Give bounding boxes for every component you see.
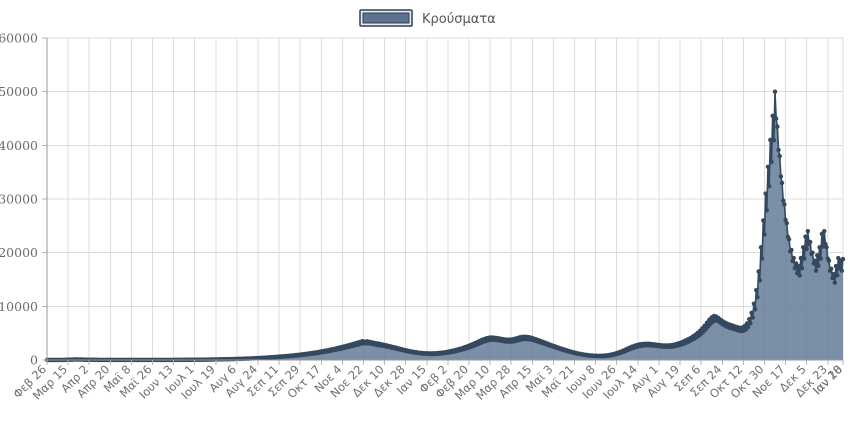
series-data-point[interactable] bbox=[804, 246, 809, 252]
series-data-point[interactable] bbox=[822, 229, 827, 234]
series-data-point[interactable] bbox=[826, 258, 832, 263]
series-data-point[interactable] bbox=[764, 208, 769, 213]
series-data-point[interactable] bbox=[750, 315, 755, 320]
series-data-point[interactable] bbox=[784, 220, 789, 226]
series-data-point[interactable] bbox=[768, 137, 773, 143]
series-data-point[interactable] bbox=[757, 278, 762, 283]
series-data-point[interactable] bbox=[833, 263, 839, 269]
series-data-point[interactable] bbox=[789, 247, 794, 253]
series-data-point[interactable] bbox=[779, 180, 785, 186]
series-data-point[interactable] bbox=[749, 310, 754, 315]
series-data-point[interactable] bbox=[748, 321, 753, 326]
series-data-point[interactable] bbox=[775, 124, 780, 129]
series-data-point[interactable] bbox=[810, 250, 815, 255]
series-data-point[interactable] bbox=[755, 295, 760, 300]
series-data-point[interactable] bbox=[778, 174, 784, 179]
series-data-point[interactable] bbox=[792, 266, 798, 271]
y-tick-label: 50000 bbox=[0, 84, 38, 99]
series-data-point[interactable] bbox=[829, 266, 834, 271]
series-data-point[interactable] bbox=[752, 307, 758, 312]
series-data-point[interactable] bbox=[765, 164, 771, 169]
series-data-point[interactable] bbox=[834, 273, 840, 278]
series-data-point[interactable] bbox=[831, 271, 836, 277]
y-tick-label: 0 bbox=[30, 353, 38, 368]
y-tick-label: 30000 bbox=[0, 192, 38, 207]
series-data-point[interactable] bbox=[816, 263, 821, 269]
series-data-point[interactable] bbox=[763, 191, 768, 196]
series-data-point[interactable] bbox=[781, 198, 786, 203]
series-data-point[interactable] bbox=[797, 273, 802, 278]
series-data-point[interactable] bbox=[798, 255, 803, 261]
series-data-point[interactable] bbox=[802, 256, 807, 261]
series-area-fill bbox=[47, 91, 843, 361]
series-data-point[interactable] bbox=[744, 321, 750, 326]
series-data-point[interactable] bbox=[830, 275, 835, 281]
series-data-point[interactable] bbox=[771, 138, 777, 143]
series-data-point[interactable] bbox=[805, 229, 811, 234]
series-data-point[interactable] bbox=[745, 324, 751, 330]
series-data-point[interactable] bbox=[747, 317, 752, 322]
y-tick-label: 40000 bbox=[0, 138, 38, 153]
legend-swatch bbox=[362, 12, 410, 24]
chart-grid bbox=[46, 37, 844, 361]
series-data-point[interactable] bbox=[758, 245, 764, 250]
series-data-point[interactable] bbox=[766, 183, 772, 189]
series-data-point[interactable] bbox=[704, 320, 710, 325]
series-data-point[interactable] bbox=[813, 268, 819, 273]
series-data-point[interactable] bbox=[800, 245, 806, 250]
series-data-point[interactable] bbox=[777, 153, 782, 159]
series-data-point[interactable] bbox=[818, 256, 823, 261]
y-tick-label: 10000 bbox=[0, 299, 38, 314]
series-data-point[interactable] bbox=[770, 113, 775, 119]
y-tick-label: 60000 bbox=[0, 31, 38, 46]
series-data-point[interactable] bbox=[756, 269, 761, 274]
series-data-point[interactable] bbox=[824, 245, 829, 250]
series-data-point[interactable] bbox=[772, 89, 778, 94]
series-data-point[interactable] bbox=[807, 239, 813, 245]
series-data-point[interactable] bbox=[839, 268, 845, 273]
series-data-point[interactable] bbox=[799, 266, 805, 271]
series-data-point[interactable] bbox=[773, 116, 779, 121]
series-data-point[interactable] bbox=[796, 263, 801, 269]
legend-label: Κρούσματα bbox=[422, 12, 496, 27]
chart-axes bbox=[42, 37, 844, 365]
series-data-point[interactable] bbox=[769, 159, 774, 165]
series-data-point[interactable] bbox=[815, 253, 820, 258]
series-data-point[interactable] bbox=[751, 301, 757, 306]
series-data-point[interactable] bbox=[776, 147, 781, 153]
series-data-point[interactable] bbox=[759, 256, 765, 261]
series-data-point[interactable] bbox=[702, 323, 707, 328]
series-data-point[interactable] bbox=[754, 288, 759, 293]
series-data-point[interactable] bbox=[840, 256, 846, 262]
series-data-point[interactable] bbox=[803, 234, 808, 239]
series-data-point[interactable] bbox=[791, 255, 796, 261]
y-tick-label: 20000 bbox=[0, 245, 38, 260]
chart-legend[interactable]: Κρούσματα bbox=[359, 9, 496, 27]
y-axis-tick-labels: 0 10000 20000 30000 40000 50000 60000 bbox=[0, 31, 38, 368]
chart-series-layer bbox=[44, 89, 846, 363]
series-data-point[interactable] bbox=[782, 202, 787, 207]
series-data-point[interactable] bbox=[832, 280, 837, 285]
series-data-point[interactable] bbox=[761, 218, 766, 223]
series-data-point[interactable] bbox=[817, 245, 822, 250]
series-data-point[interactable] bbox=[786, 237, 792, 242]
series-data-point[interactable] bbox=[762, 232, 767, 237]
series-data-point[interactable] bbox=[812, 258, 818, 263]
